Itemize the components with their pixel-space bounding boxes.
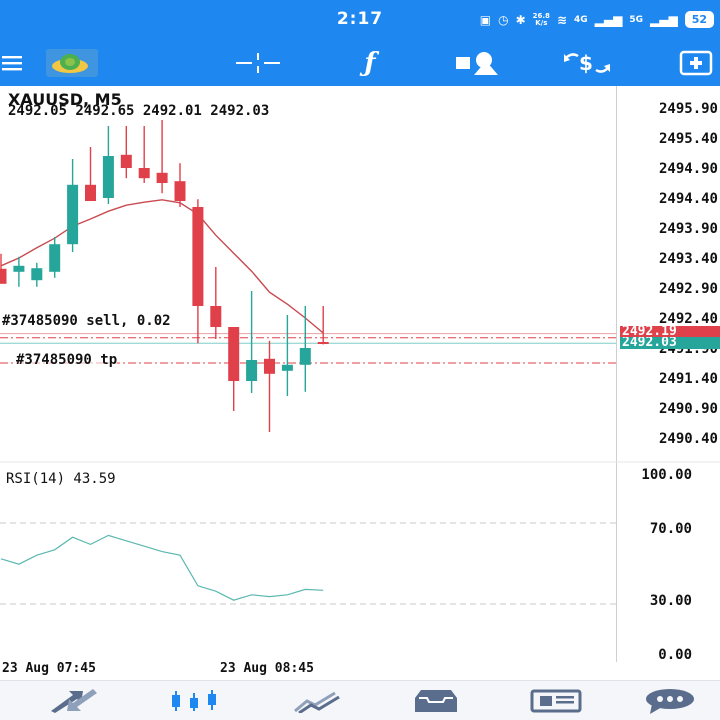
price-axis-tick: 2495.40	[658, 131, 718, 147]
chart-area[interactable]	[0, 86, 720, 680]
time-label-start: 23 Aug 07:45	[2, 661, 96, 676]
crosshair-icon[interactable]	[234, 47, 282, 79]
candle-body	[264, 358, 275, 374]
candle	[13, 256, 25, 287]
ask-price-tag: 2492.03	[620, 337, 720, 349]
chart-symbol: XAUUSD, M5	[8, 90, 122, 109]
candle-body	[102, 156, 114, 198]
history-icon[interactable]	[406, 685, 466, 717]
candle	[281, 315, 293, 396]
candle	[49, 237, 61, 278]
candle-body	[67, 184, 79, 245]
signal-icon-1: ▂▄▆	[594, 12, 623, 27]
app-logo-icon	[44, 47, 100, 79]
rsi-axis-tick: 30.00	[649, 593, 692, 609]
price-axis-tick: 2492.40	[658, 311, 718, 327]
rsi-axis-tick: 0.00	[658, 647, 692, 663]
price-axis-tick: 2495.90	[658, 101, 718, 117]
function-icon[interactable]: ƒ	[364, 48, 376, 78]
candle	[210, 267, 222, 339]
chat-icon[interactable]	[640, 685, 700, 717]
candle	[85, 147, 96, 201]
price-axis-tick: 2492.90	[658, 281, 718, 297]
chart-svg[interactable]	[0, 0, 720, 680]
tp-order-label[interactable]: #37485090 tp	[16, 352, 118, 368]
candle-body	[281, 364, 293, 371]
bottom-nav	[0, 680, 720, 720]
bluetooth-icon: ✱	[515, 12, 526, 27]
candle	[264, 340, 275, 432]
sell-order-label[interactable]: #37485090 sell, 0.02	[2, 313, 171, 329]
signal-label-4g: 4G	[574, 14, 588, 25]
candle-body	[156, 172, 168, 183]
price-axis-tick: 2490.40	[658, 431, 718, 447]
status-icons: ▣ ◷ ✱ 26.8 K/s ≋ 4G ▂▄▆ 5G ▂▄▆ 52	[480, 11, 714, 28]
network-speed-unit: K/s	[535, 18, 548, 27]
new-order-icon[interactable]	[674, 47, 718, 79]
news-icon[interactable]	[526, 685, 586, 717]
candle-body	[246, 360, 258, 381]
signal-icon-2: ▂▄▆	[650, 12, 678, 27]
candle-body	[13, 265, 25, 272]
trade-nav-icon[interactable]	[288, 685, 348, 717]
candle	[102, 126, 114, 204]
candle-body	[138, 168, 150, 179]
battery-indicator: 52	[684, 11, 714, 28]
candle-body	[174, 181, 186, 201]
price-axis-tick: 2490.90	[658, 401, 718, 417]
rsi-axis-tick: 70.00	[649, 521, 692, 537]
status-bar: 2:17 ▣ ◷ ✱ 26.8 K/s ≋ 4G ▂▄▆ 5G ▂▄▆ 52	[0, 0, 720, 40]
candle-body	[85, 184, 96, 201]
rsi-line	[0, 534, 324, 601]
candle-body	[0, 268, 7, 284]
candle-body	[210, 306, 222, 327]
top-toolbar: ƒ $	[0, 40, 720, 86]
chart-ohlc: 2492.05 2492.65 2492.01 2492.03	[8, 103, 270, 119]
price-axis-tick: 2491.40	[658, 371, 718, 387]
rsi-axis-tick: 100.00	[641, 467, 692, 483]
candle-body	[120, 154, 132, 168]
candle	[67, 159, 79, 252]
network-speed-value: 26.8	[532, 11, 550, 20]
candle	[192, 199, 204, 344]
price-axis-tick: 2493.40	[658, 251, 718, 267]
candle	[228, 327, 240, 411]
price-axis-tick: 2494.90	[658, 161, 718, 177]
bid-price-tag: 2492.19	[620, 326, 720, 338]
chart-icon[interactable]	[164, 685, 224, 717]
candle-body	[49, 244, 61, 272]
network-speed: 26.8 K/s	[532, 11, 550, 27]
candle	[317, 306, 329, 345]
candle-body	[192, 207, 204, 306]
price-axis-tick: 2493.90	[658, 221, 718, 237]
candle-body	[228, 327, 240, 381]
quotes-icon[interactable]	[44, 685, 104, 717]
signal-label-5g: 5G	[629, 14, 643, 25]
trade-icon[interactable]: $	[560, 47, 614, 79]
candle-body	[317, 342, 329, 344]
wifi-icon: ≋	[556, 12, 567, 27]
candle-body	[299, 348, 311, 365]
candle	[156, 120, 168, 194]
candle	[174, 163, 186, 207]
candle	[0, 253, 7, 284]
candle	[120, 126, 132, 179]
status-time: 2:17	[336, 9, 384, 29]
rsi-indicator-label: RSI(14) 43.59	[6, 471, 116, 487]
candle	[299, 306, 311, 392]
alarm-icon: ◷	[498, 12, 509, 27]
time-label-end: 23 Aug 08:45	[220, 661, 314, 676]
candle	[138, 126, 150, 183]
objects-icon[interactable]	[452, 47, 504, 79]
price-axis-tick: 2494.40	[658, 191, 718, 207]
menu-icon[interactable]	[0, 47, 24, 79]
svg-text:$: $	[579, 51, 593, 75]
nfc-icon: ▣	[479, 12, 492, 27]
candle	[246, 291, 258, 393]
candle-body	[31, 268, 43, 281]
candle	[31, 262, 43, 287]
